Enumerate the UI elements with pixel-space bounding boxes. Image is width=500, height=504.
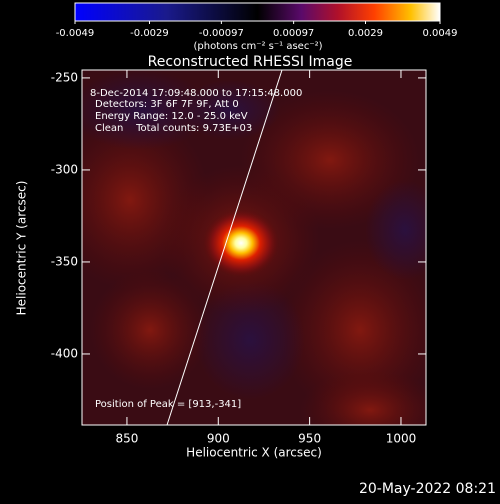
peak-label: Position of Peak = [913,-341]: [95, 399, 241, 410]
annotation: Clean Total counts: 9.73E+03: [95, 123, 252, 134]
x-axis-title: Heliocentric X (arcsec): [186, 446, 322, 460]
colorbar-tick-label: 0.00097: [273, 28, 314, 39]
colorbar: [74, 2, 441, 22]
plot-frame: [81, 69, 427, 426]
y-tick-label: -350: [51, 254, 78, 268]
colorbar-tick-label: 0.0049: [423, 28, 458, 39]
y-tick-label: -400: [51, 346, 78, 360]
solar-limb: [166, 70, 283, 425]
colorbar-tick-label: -0.0049: [56, 28, 95, 39]
annotation: Energy Range: 12.0 - 25.0 keV: [95, 111, 248, 122]
image: [82, 70, 426, 425]
colorbar-tick-label: -0.00097: [199, 28, 244, 39]
x-tick-label: 850: [115, 432, 138, 446]
chart-title: Reconstructed RHESSI Image: [148, 54, 353, 70]
colorbar-tick-label: 0.0029: [348, 28, 383, 39]
colorbar-tick-label: -0.0029: [130, 28, 169, 39]
footer-date: 20-May-2022 08:21: [359, 481, 496, 497]
x-tick-label: 950: [298, 432, 321, 446]
annotation: Detectors: 3F 6F 7F 9F, Att 0: [95, 99, 239, 110]
colorbar-label: (photons cm⁻² s⁻¹ asec⁻²): [193, 41, 322, 52]
y-tick-label: -300: [51, 162, 78, 176]
annotation: 8-Dec-2014 17:09:48.000 to 17:15:48.000: [90, 88, 302, 99]
axes: 850 900 950 1000 -250 -300 -350 -400: [51, 70, 426, 446]
colorbar-ticks: -0.0049 -0.0029 -0.00097 0.00097 0.0029 0.004…: [56, 21, 458, 39]
y-tick-label: -250: [51, 70, 78, 84]
x-tick-label: 1000: [386, 432, 417, 446]
y-axis-title: Heliocentric Y (arcsec): [15, 181, 29, 316]
x-tick-label: 900: [207, 432, 230, 446]
